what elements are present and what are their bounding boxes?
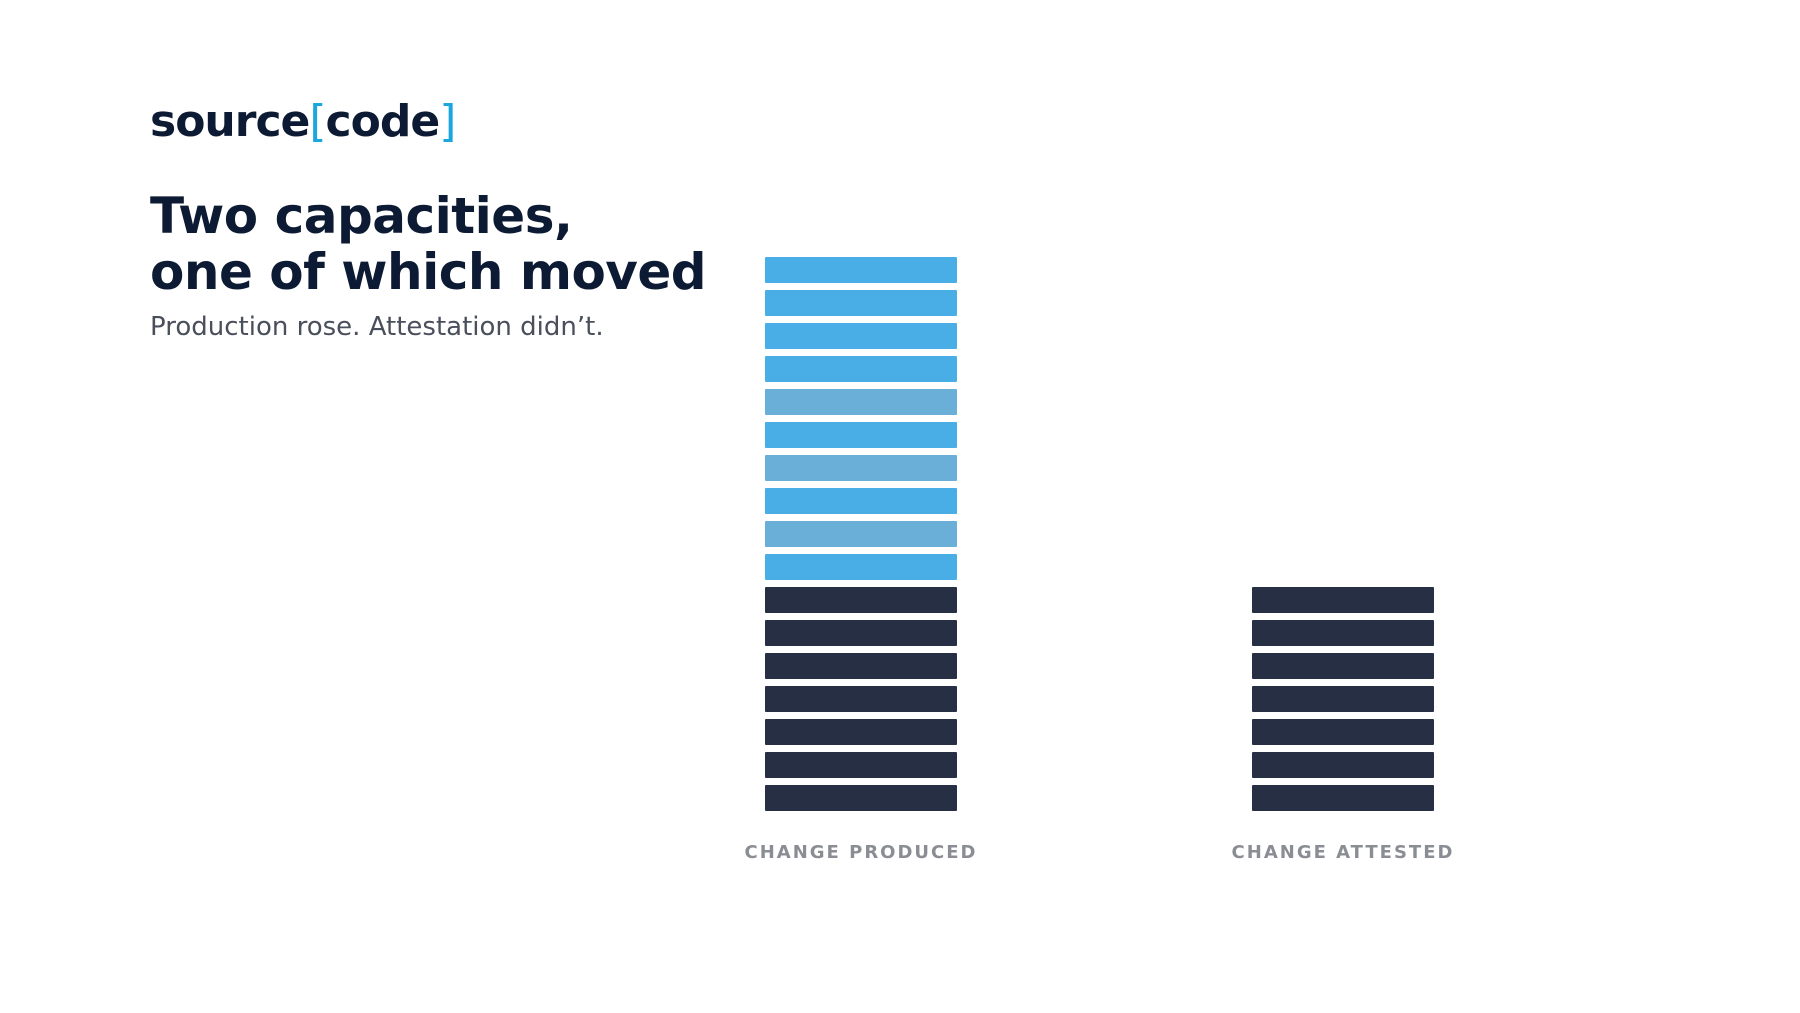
bar-block-attested-s0-3: [1252, 686, 1434, 712]
bar-block-attested-s0-6: [1252, 587, 1434, 613]
logo-bracket-open: [: [309, 96, 326, 147]
category-label-attested: CHANGE ATTESTED: [1232, 842, 1455, 863]
bar-block-attested-s0-5: [1252, 620, 1434, 646]
logo-word-code: code: [325, 96, 441, 147]
bar-block-attested-s0-2: [1252, 719, 1434, 745]
bar-block-produced-s1-5: [765, 389, 957, 415]
bar-block-produced-s0-3: [765, 686, 957, 712]
brand-logo: source[code]: [150, 100, 456, 144]
logo-bracket-close: ]: [439, 96, 456, 147]
title-line-2: one of which moved: [150, 243, 707, 301]
bar-block-produced-s1-3: [765, 455, 957, 481]
bar-block-produced-s0-2: [765, 719, 957, 745]
bar-block-produced-s0-5: [765, 620, 957, 646]
bar-block-produced-s0-6: [765, 587, 957, 613]
bar-block-produced-s1-7: [765, 323, 957, 349]
title-line-1: Two capacities,: [150, 187, 573, 245]
bar-block-produced-s0-1: [765, 752, 957, 778]
bar-block-produced-s1-1: [765, 521, 957, 547]
bar-block-attested-s0-4: [1252, 653, 1434, 679]
bar-block-produced-s1-2: [765, 488, 957, 514]
bar-block-produced-s1-4: [765, 422, 957, 448]
page-subtitle: Production rose. Attestation didn’t.: [150, 312, 604, 342]
bar-block-produced-s1-0: [765, 554, 957, 580]
bar-block-produced-s1-8: [765, 290, 957, 316]
bar-block-produced-s0-0: [765, 785, 957, 811]
bar-block-attested-s0-0: [1252, 785, 1434, 811]
bar-block-produced-s0-4: [765, 653, 957, 679]
bar-block-produced-s1-6: [765, 356, 957, 382]
category-label-produced: CHANGE PRODUCED: [745, 842, 978, 863]
bar-block-produced-s1-9: [765, 257, 957, 283]
page-title: Two capacities, one of which moved: [150, 187, 707, 301]
logo-word-source: source: [150, 96, 310, 147]
bar-block-attested-s0-1: [1252, 752, 1434, 778]
